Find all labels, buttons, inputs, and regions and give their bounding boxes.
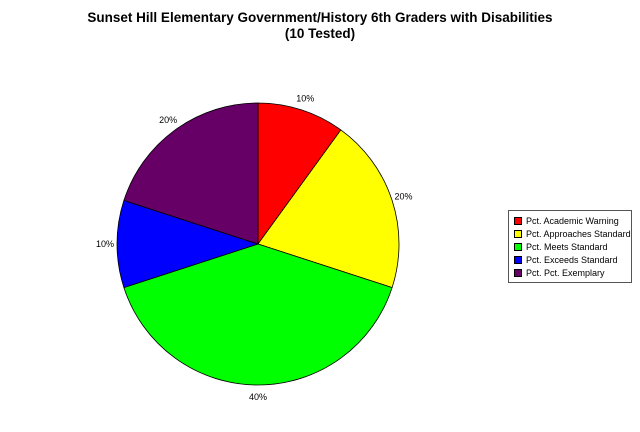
legend-swatch <box>514 268 522 277</box>
slice-label-2: 20% <box>394 192 412 202</box>
pie-slice-5 <box>123 102 259 245</box>
pie-slice-1 <box>257 102 342 246</box>
legend-label: Pct. Exceeds Standard <box>526 254 618 265</box>
subtitle-line: (10 Tested) <box>284 26 356 41</box>
legend-swatch <box>514 216 522 225</box>
slice-label-4: 10% <box>96 239 114 249</box>
legend-label: Pct. Academic Warning <box>526 215 619 226</box>
chart-title: Sunset Hill Elementary Government/Histor… <box>0 10 640 42</box>
legend-swatch <box>514 229 522 238</box>
legend-label: Pct. Meets Standard <box>526 241 608 252</box>
legend-item: Pct. Pct. Exemplary <box>514 266 627 279</box>
legend-item: Pct. Approaches Standard <box>514 227 631 240</box>
legend-swatch <box>514 255 522 264</box>
slice-label-5: 20% <box>159 115 177 125</box>
slice-label-1: 10% <box>296 94 314 104</box>
legend-item: Pct. Exceeds Standard <box>514 253 627 266</box>
pie-slice-4 <box>116 199 260 289</box>
pie-slice-2 <box>257 129 400 289</box>
legend-item: Pct. Academic Warning <box>514 214 627 227</box>
pie-slice-3 <box>123 243 393 386</box>
legend-label: Pct. Pct. Exemplary <box>526 267 605 278</box>
legend-label: Pct. Approaches Standard <box>526 228 631 239</box>
legend: Pct. Academic Warning Pct. Approaches Sta… <box>508 210 632 283</box>
slice-label-3: 40% <box>249 392 267 402</box>
legend-item: Pct. Meets Standard <box>514 240 627 253</box>
title-line: Sunset Hill Elementary Government/Histor… <box>87 10 553 25</box>
legend-swatch <box>514 242 522 251</box>
